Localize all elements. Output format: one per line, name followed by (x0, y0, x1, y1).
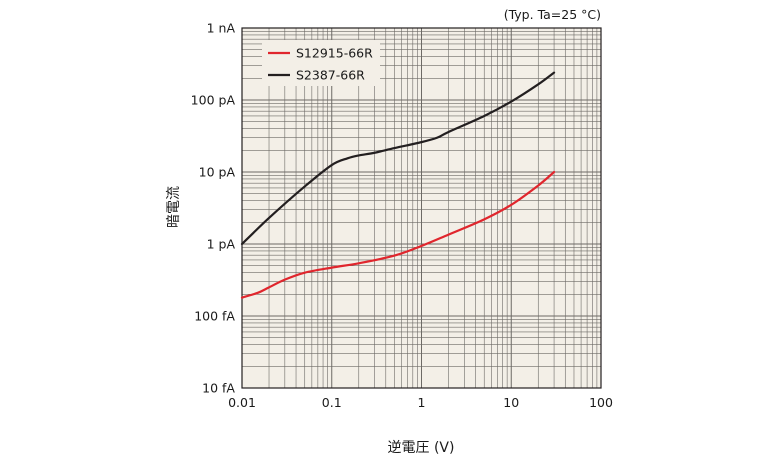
legend-label-s12915-66r: S12915-66R (296, 46, 373, 61)
condition-note: (Typ. Ta=25 °C) (504, 7, 601, 22)
x-tick-label: 0.1 (322, 395, 342, 410)
x-axis-title: 逆電圧 (V) (388, 440, 455, 456)
tick-labels: 0.01 0.1 1 10 100 10 fA 100 fA 1 pA 10 pA 100 pA 1… (191, 21, 613, 411)
legend-label-s2387-66r: S2387-66R (296, 68, 365, 83)
y-tick-label: 100 fA (194, 309, 235, 324)
series-line-s2387-66r (240, 71, 556, 246)
y-tick-label: 100 pA (191, 93, 236, 108)
y-tick-label: 10 pA (199, 165, 236, 180)
legend: S12915-66R S2387-66R (262, 40, 380, 86)
y-axis-title: 暗電流 (166, 186, 182, 228)
x-tick-label: 0.01 (228, 395, 256, 410)
series-line-s12915-66r (240, 170, 556, 299)
x-tick-label: 100 (589, 395, 613, 410)
y-tick-label: 10 fA (202, 381, 235, 396)
plot-frame (241, 27, 602, 389)
legend-box (262, 40, 380, 86)
y-tick-label: 1 nA (207, 21, 236, 36)
x-tick-label: 1 (418, 395, 426, 410)
series-layer (240, 71, 556, 299)
y-tick-label: 1 pA (207, 237, 236, 252)
x-tick-label: 10 (503, 395, 519, 410)
